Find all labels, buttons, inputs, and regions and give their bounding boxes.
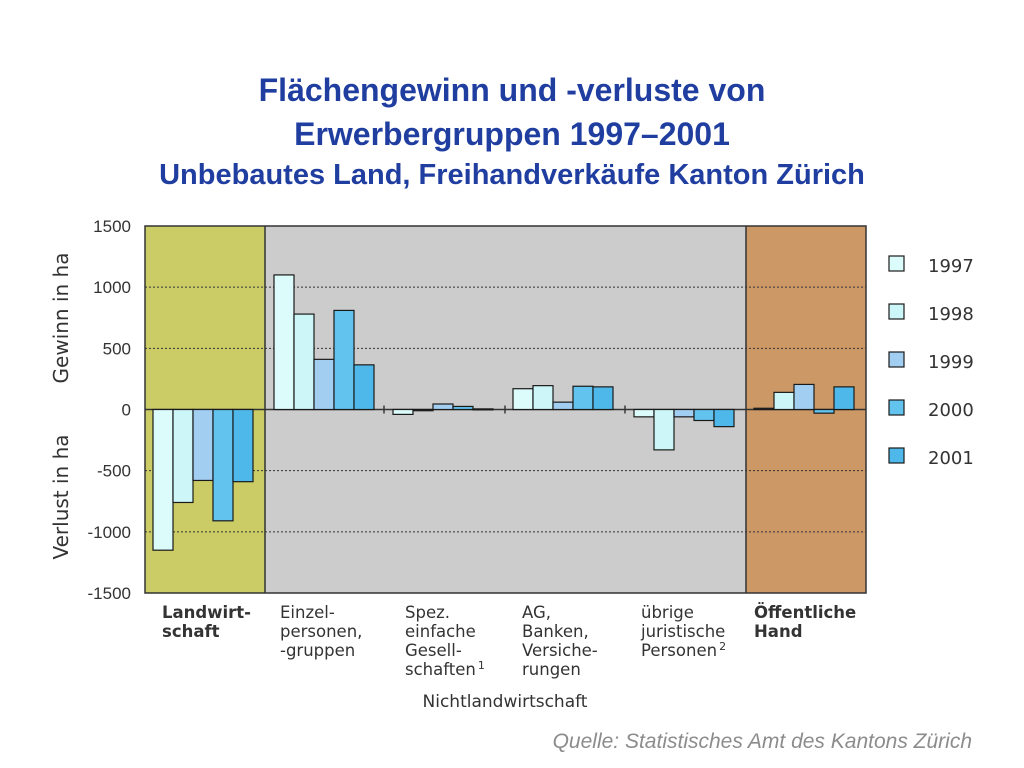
bar — [452, 405, 474, 411]
bar — [813, 408, 835, 414]
category-label-line: Einzel- — [280, 603, 335, 622]
category-label-line: schaft — [162, 622, 220, 641]
bar — [773, 391, 795, 411]
y-axis-label-gain: Gewinn in ha — [49, 253, 73, 384]
category-label-line: übrige — [641, 603, 694, 622]
category-label-line: -gruppen — [280, 641, 355, 660]
y-tick-label: 500 — [103, 339, 131, 358]
y-tick-label: -1500 — [88, 584, 131, 603]
y-tick-label: -500 — [97, 462, 131, 481]
chart-axes — [144, 225, 867, 594]
legend-label: 1997 — [928, 256, 974, 277]
bar — [432, 403, 454, 411]
bar — [152, 408, 174, 551]
y-tick-label: 1000 — [93, 278, 131, 297]
legend-label: 1999 — [928, 352, 974, 373]
chart-bars — [152, 274, 855, 551]
bar — [273, 274, 295, 411]
category-label-line: juristische — [640, 622, 725, 641]
bar — [333, 309, 355, 411]
y-tick-label: 0 — [122, 401, 131, 420]
legend-swatch — [888, 255, 905, 272]
category-label-line: einfache — [405, 622, 476, 641]
y-tick-label: -1000 — [88, 523, 131, 542]
bar — [353, 364, 375, 411]
bar — [512, 388, 534, 411]
y-tick-label: 1500 — [93, 217, 131, 236]
title-block: Flächengewinn und -verluste von Erwerber… — [0, 68, 1024, 194]
bar — [552, 401, 574, 411]
bar — [572, 385, 594, 411]
bar — [313, 358, 335, 411]
legend-swatch — [888, 351, 905, 368]
bar — [753, 407, 775, 411]
legend-swatch — [888, 303, 905, 320]
legend-swatch — [888, 399, 905, 416]
chart-title-line-1: Flächengewinn und -verluste von — [258, 72, 766, 108]
category-label-line: Gesell- — [405, 641, 462, 660]
bar — [833, 386, 855, 411]
category-label-line: schaften 1 — [405, 659, 485, 679]
category-label-line: Hand — [754, 622, 803, 641]
category-label-line: Landwirt- — [162, 603, 251, 622]
bar — [472, 408, 494, 411]
category-label-line: Versiche- — [522, 641, 598, 660]
bar — [793, 383, 815, 411]
category-label-line: Öffentliche — [754, 603, 856, 622]
legend-label: 2000 — [928, 400, 974, 421]
source-note: Quelle: Statistisches Amt des Kantons Zü… — [552, 730, 972, 753]
category-label-line: Spez. — [405, 603, 450, 622]
category-label-line: Banken, — [522, 622, 589, 641]
bar — [653, 408, 675, 451]
category-label-line: AG, — [522, 603, 551, 622]
legend-label: 1998 — [928, 304, 974, 325]
chart-legend: 1997 1998 1999 2000 2001 — [888, 255, 974, 469]
group-label-nichtlandwirtschaft: Nichtlandwirtschaft — [423, 692, 588, 712]
bar — [532, 385, 554, 411]
bar — [232, 408, 254, 483]
bar — [212, 408, 234, 522]
bar — [633, 408, 655, 418]
chart-labels: 1500 1000 500 0 -500 -1000 -1500 Gewinn in ha Ve… — [49, 217, 856, 712]
plot-border — [144, 225, 867, 594]
bar — [412, 408, 434, 412]
bar — [673, 408, 695, 418]
category-label-line: Personen 2 — [641, 640, 726, 660]
chart-title-line-2: Erwerbergruppen 1997–2001 — [294, 116, 730, 152]
bar — [192, 408, 214, 482]
y-axis-label-loss: Verlust in ha — [49, 434, 73, 559]
category-label-line: rungen — [522, 660, 581, 679]
legend-label: 2001 — [928, 448, 974, 469]
chart-subtitle: Unbebautes Land, Freihandverkäufe Kanton… — [159, 159, 865, 191]
bar — [592, 386, 614, 411]
bar — [693, 408, 715, 422]
bar — [172, 408, 194, 504]
category-label-line: personen, — [280, 622, 362, 641]
bar — [392, 408, 414, 415]
bar — [293, 313, 315, 411]
legend-swatch — [888, 447, 905, 464]
bar — [713, 408, 735, 428]
